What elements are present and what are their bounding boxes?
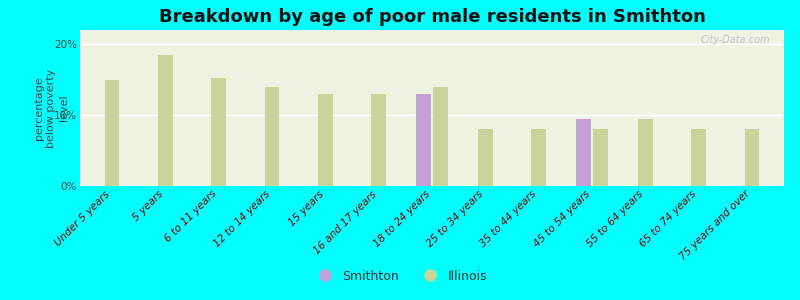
Bar: [265, 87, 279, 186]
Bar: [371, 94, 386, 186]
Bar: [416, 94, 431, 186]
Bar: [745, 129, 759, 186]
Bar: [105, 80, 119, 186]
Bar: [638, 118, 653, 186]
Bar: [158, 55, 173, 186]
Bar: [593, 129, 608, 186]
Bar: [211, 78, 226, 186]
Bar: [318, 94, 333, 186]
Y-axis label: percentage
below poverty
level: percentage below poverty level: [34, 68, 69, 148]
Bar: [478, 129, 493, 186]
Bar: [433, 87, 448, 186]
Title: Breakdown by age of poor male residents in Smithton: Breakdown by age of poor male residents …: [158, 8, 706, 26]
Legend: Smithton, Illinois: Smithton, Illinois: [307, 265, 493, 288]
Bar: [691, 129, 706, 186]
Bar: [531, 129, 546, 186]
Bar: [576, 118, 591, 186]
Text: City-Data.com: City-Data.com: [700, 35, 770, 45]
